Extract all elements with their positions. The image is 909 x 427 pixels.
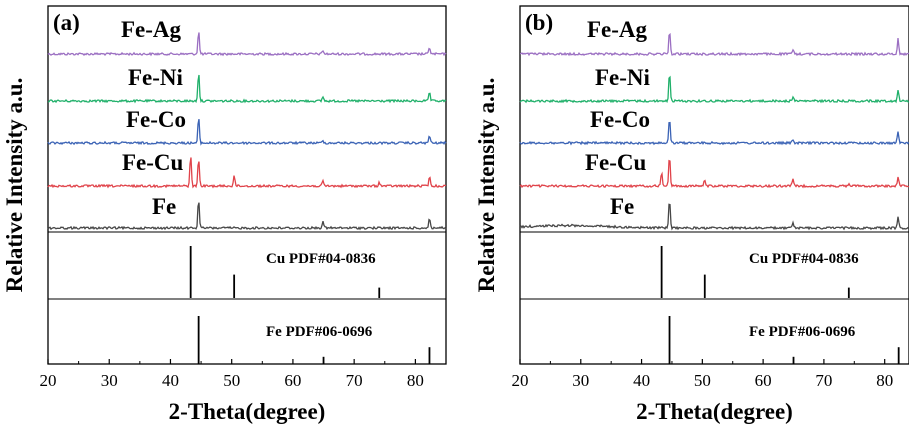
x-tick-label: 50 <box>694 371 711 390</box>
x-tick-label: 50 <box>223 371 240 390</box>
series-fe-ni-line <box>47 74 447 104</box>
x-tick-label: 30 <box>572 371 589 390</box>
reference-label: Cu PDF#04-0836 <box>749 251 859 267</box>
series-label: Fe-Co <box>590 107 650 132</box>
series-label: Fe-Ni <box>128 65 184 90</box>
series-fe-ag-line <box>47 32 447 57</box>
series-fe-co-line <box>47 118 447 146</box>
series-label: Fe-Ag <box>587 17 648 42</box>
x-axis-label: 2-Theta(degree) <box>169 399 326 424</box>
series-label: Fe-Ni <box>595 65 651 90</box>
reference-label: Fe PDF#06-0696 <box>749 324 856 340</box>
series-label: Fe-Co <box>126 107 186 132</box>
x-tick-label: 20 <box>512 371 529 390</box>
x-tick-label: 30 <box>101 371 118 390</box>
y-axis-label: Relative Intensity a.u. <box>2 78 27 293</box>
x-tick-label: 80 <box>407 371 424 390</box>
series-fe-cu-line <box>47 157 446 189</box>
reference-label: Cu PDF#04-0836 <box>266 251 376 267</box>
series-fe-co-line <box>519 121 909 146</box>
panel-a: Fe-Ag Fe-Ni Fe-Co Fe-Cu Fe Cu PDF#04-0836 Fe P… <box>2 5 447 424</box>
plot-frame <box>519 5 909 365</box>
series-label: Fe-Ag <box>121 17 182 42</box>
x-axis-label: 2-Theta(degree) <box>636 399 793 424</box>
x-tick-label: 70 <box>346 371 363 390</box>
series-label: Fe-Cu <box>122 150 184 175</box>
series-label: Fe <box>610 194 634 219</box>
y-axis-label: Relative Intensity a.u. <box>474 78 499 293</box>
series-fe-cu-line <box>519 159 909 189</box>
panel-label: (a) <box>53 10 80 35</box>
x-tick-label: 60 <box>284 371 301 390</box>
x-tick-label: 60 <box>755 371 772 390</box>
series-fe-line <box>519 203 909 231</box>
x-tick-label: 70 <box>815 371 832 390</box>
series-fe-ni-line <box>519 75 909 104</box>
x-tick-label: 80 <box>876 371 893 390</box>
reference-label: Fe PDF#06-0696 <box>266 324 373 340</box>
series-label: Fe-Cu <box>585 150 647 175</box>
series-fe-line <box>47 202 447 231</box>
x-tick-label: 40 <box>633 371 650 390</box>
panel-label: (b) <box>525 10 553 35</box>
series-fe-ag-line <box>520 32 909 57</box>
panel-b: Fe-Ag Fe-Ni Fe-Co Fe-Cu Fe Cu PDF#04-0836 Fe P… <box>474 5 909 424</box>
series-label: Fe <box>152 194 176 219</box>
x-tick-label: 20 <box>40 371 57 390</box>
x-tick-label: 40 <box>162 371 179 390</box>
